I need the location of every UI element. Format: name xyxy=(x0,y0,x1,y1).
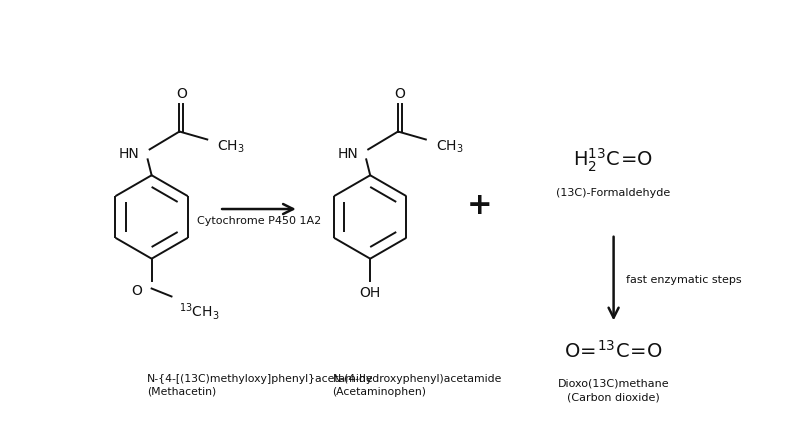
Text: N-{4-[(13C)methyloxy]phenyl}acetamide: N-{4-[(13C)methyloxy]phenyl}acetamide xyxy=(146,373,374,383)
Text: Cytochrome P450 1A2: Cytochrome P450 1A2 xyxy=(197,216,321,225)
Text: OH: OH xyxy=(359,285,381,299)
Text: (Methacetin): (Methacetin) xyxy=(146,386,216,396)
Text: O: O xyxy=(394,86,406,101)
Text: HN: HN xyxy=(119,147,140,161)
Text: O: O xyxy=(131,283,142,297)
Text: (13C)-Formaldehyde: (13C)-Formaldehyde xyxy=(557,188,670,198)
Text: CH$_3$: CH$_3$ xyxy=(217,138,245,154)
Text: HN: HN xyxy=(338,147,358,161)
Text: (Carbon dioxide): (Carbon dioxide) xyxy=(567,392,660,402)
Text: fast enzymatic steps: fast enzymatic steps xyxy=(626,274,741,284)
Text: $^{13}$CH$_3$: $^{13}$CH$_3$ xyxy=(179,301,220,322)
Text: O: O xyxy=(176,86,187,101)
Text: O$\!=\!^{13}$C$\!=\!$O: O$\!=\!^{13}$C$\!=\!$O xyxy=(564,340,663,361)
Text: +: + xyxy=(466,190,492,219)
Text: H$_2^{13}$C$\!=\!$O: H$_2^{13}$C$\!=\!$O xyxy=(574,146,654,174)
Text: CH$_3$: CH$_3$ xyxy=(436,138,463,154)
Text: (Acetaminophen): (Acetaminophen) xyxy=(333,386,426,396)
Text: N-(4-hydroxyphenyl)acetamide: N-(4-hydroxyphenyl)acetamide xyxy=(333,373,502,383)
Text: Dioxo(13C)methane: Dioxo(13C)methane xyxy=(558,378,670,388)
